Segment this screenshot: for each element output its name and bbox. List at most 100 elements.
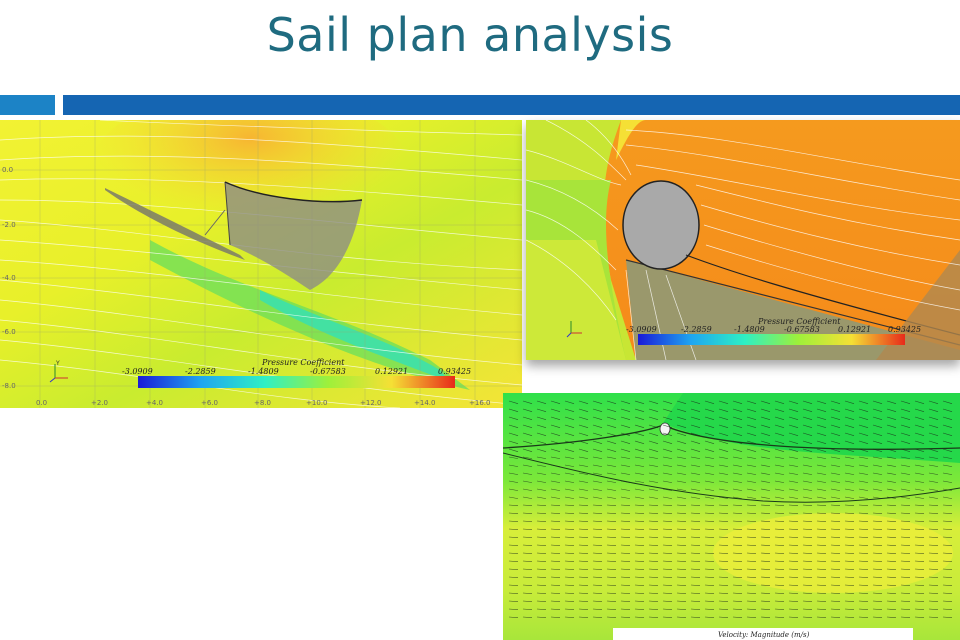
velocity-vector bbox=[634, 408, 645, 412]
velocity-vector bbox=[592, 496, 603, 499]
velocity-vector bbox=[942, 504, 953, 507]
velocity-vector bbox=[760, 584, 771, 587]
velocity-vector bbox=[592, 464, 603, 467]
velocity-vector bbox=[606, 480, 617, 483]
velocity-vector bbox=[690, 488, 701, 491]
velocity-vector bbox=[802, 576, 813, 579]
velocity-vector bbox=[830, 424, 841, 428]
velocity-vector bbox=[578, 408, 589, 412]
velocity-vector bbox=[676, 432, 687, 436]
colorbar-tick: -1.4809 bbox=[248, 367, 279, 376]
velocity-vector bbox=[928, 416, 939, 420]
velocity-vector bbox=[746, 496, 757, 499]
velocity-vector bbox=[858, 600, 869, 603]
velocity-vector bbox=[620, 456, 631, 459]
velocity-vector bbox=[662, 616, 673, 619]
velocity-vector bbox=[760, 456, 771, 459]
velocity-vector bbox=[774, 456, 785, 459]
velocity-vector bbox=[928, 472, 939, 475]
velocity-vector bbox=[578, 488, 589, 491]
velocity-vector bbox=[578, 616, 589, 619]
velocity-vector bbox=[844, 496, 855, 499]
velocity-vector bbox=[704, 568, 715, 571]
y-tick: 0.0 bbox=[2, 166, 13, 174]
velocity-vector bbox=[592, 408, 603, 412]
velocity-vector bbox=[732, 464, 743, 467]
velocity-vector bbox=[830, 480, 841, 483]
velocity-vector bbox=[718, 576, 729, 579]
velocity-vector bbox=[900, 520, 911, 523]
velocity-vector bbox=[914, 528, 925, 531]
velocity-vector bbox=[522, 464, 533, 467]
velocity-vector bbox=[592, 400, 603, 404]
velocity-vector bbox=[830, 568, 841, 571]
colorbar bbox=[138, 376, 455, 388]
velocity-vector bbox=[886, 456, 897, 459]
velocity-vector bbox=[690, 536, 701, 539]
velocity-vector bbox=[718, 568, 729, 571]
velocity-vector bbox=[830, 488, 841, 491]
velocity-vector bbox=[536, 568, 547, 571]
velocity-vector bbox=[564, 432, 575, 436]
colorbar-tick: -2.2859 bbox=[681, 325, 712, 334]
velocity-vector bbox=[718, 440, 729, 444]
velocity-vector bbox=[606, 592, 617, 595]
velocity-vector bbox=[578, 576, 589, 579]
colorbar-tick: -2.2859 bbox=[185, 367, 216, 376]
velocity-vector bbox=[802, 584, 813, 587]
velocity-vector bbox=[802, 440, 813, 444]
velocity-vector bbox=[578, 544, 589, 547]
velocity-vector bbox=[816, 560, 827, 563]
velocity-vector bbox=[536, 520, 547, 523]
velocity-vector bbox=[634, 504, 645, 507]
velocity-vector bbox=[676, 576, 687, 579]
velocity-vector bbox=[746, 440, 757, 444]
velocity-vector bbox=[662, 456, 673, 459]
velocity-vector bbox=[718, 480, 729, 483]
velocity-vector bbox=[914, 456, 925, 459]
velocity-vector bbox=[900, 464, 911, 467]
velocity-vector bbox=[522, 536, 533, 539]
velocity-vector bbox=[508, 504, 519, 507]
x-tick: +10.0 bbox=[306, 399, 327, 407]
velocity-vector bbox=[802, 544, 813, 547]
velocity-vector bbox=[746, 448, 757, 452]
velocity-vector bbox=[536, 464, 547, 467]
velocity-vector bbox=[522, 504, 533, 507]
velocity-vector bbox=[508, 608, 519, 611]
velocity-vector bbox=[900, 488, 911, 491]
velocity-vector bbox=[578, 416, 589, 420]
velocity-vector bbox=[788, 408, 799, 412]
velocity-vector bbox=[900, 496, 911, 499]
velocity-vector bbox=[914, 536, 925, 539]
velocity-vector bbox=[844, 584, 855, 587]
velocity-vector bbox=[648, 456, 659, 459]
velocity-vector bbox=[718, 400, 729, 404]
velocity-vector bbox=[550, 560, 561, 563]
velocity-vector bbox=[886, 472, 897, 475]
velocity-vector bbox=[718, 488, 729, 491]
velocity-vector bbox=[508, 448, 519, 452]
velocity-vector bbox=[788, 440, 799, 444]
velocity-vector bbox=[606, 488, 617, 491]
velocity-vector bbox=[662, 576, 673, 579]
velocity-vector bbox=[914, 432, 925, 436]
velocity-vector bbox=[536, 528, 547, 531]
velocity-vector bbox=[662, 552, 673, 555]
velocity-vector bbox=[578, 432, 589, 436]
velocity-vector bbox=[942, 576, 953, 579]
velocity-vector bbox=[942, 520, 953, 523]
cfd-pressure-closeup: Pressure Coefficient -3.0909 -2.2859 -1.… bbox=[526, 120, 960, 360]
velocity-vector bbox=[508, 568, 519, 571]
velocity-vector bbox=[788, 480, 799, 483]
velocity-vector bbox=[844, 400, 855, 404]
velocity-vector bbox=[704, 592, 715, 595]
velocity-vector bbox=[788, 576, 799, 579]
velocity-vector bbox=[550, 528, 561, 531]
velocity-vector bbox=[536, 408, 547, 412]
colorbar-title: Pressure Coefficient bbox=[757, 317, 841, 326]
x-tick: +4.0 bbox=[146, 399, 163, 407]
velocity-vector bbox=[676, 544, 687, 547]
velocity-vector bbox=[648, 512, 659, 515]
velocity-vector bbox=[802, 448, 813, 452]
